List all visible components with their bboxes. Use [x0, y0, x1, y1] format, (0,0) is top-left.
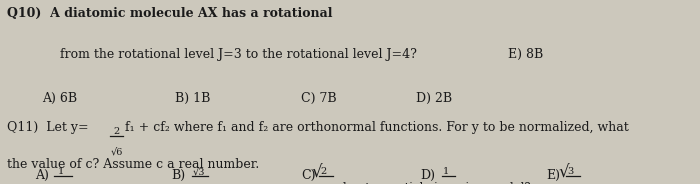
Text: 2: 2 [320, 167, 326, 176]
Text: bout a particle in a ring model?: bout a particle in a ring model? [343, 182, 531, 184]
Text: A): A) [35, 169, 49, 182]
Text: E): E) [546, 169, 560, 182]
Text: f₁ + cf₂ where f₁ and f₂ are orthonormal functions. For y to be normalized, what: f₁ + cf₂ where f₁ and f₂ are orthonormal… [125, 121, 629, 135]
Text: A) 6B: A) 6B [42, 92, 77, 105]
Text: √: √ [312, 165, 322, 182]
Text: B) 1B: B) 1B [175, 92, 211, 105]
Text: Q10)  A diatomic molecule AX has a rotational: Q10) A diatomic molecule AX has a rotati… [7, 7, 332, 20]
Text: 2: 2 [113, 127, 120, 136]
Text: E) 8B: E) 8B [508, 48, 542, 61]
Text: B): B) [172, 169, 186, 182]
Text: C): C) [301, 169, 316, 182]
Text: 1: 1 [57, 167, 64, 176]
Text: D): D) [420, 169, 435, 182]
Text: √6: √6 [111, 147, 123, 156]
Text: 3: 3 [567, 167, 573, 176]
Text: √: √ [559, 165, 569, 182]
Text: C) 7B: C) 7B [301, 92, 337, 105]
Text: D) 2B: D) 2B [416, 92, 453, 105]
Text: the value of c? Assume c a real number.: the value of c? Assume c a real number. [7, 158, 259, 171]
Text: √3: √3 [193, 167, 205, 176]
Text: Q11)  Let y=: Q11) Let y= [7, 121, 89, 135]
Text: 1: 1 [443, 167, 449, 176]
Text: from the rotational level J=3 to the rotational level J=4?: from the rotational level J=3 to the rot… [60, 48, 416, 61]
